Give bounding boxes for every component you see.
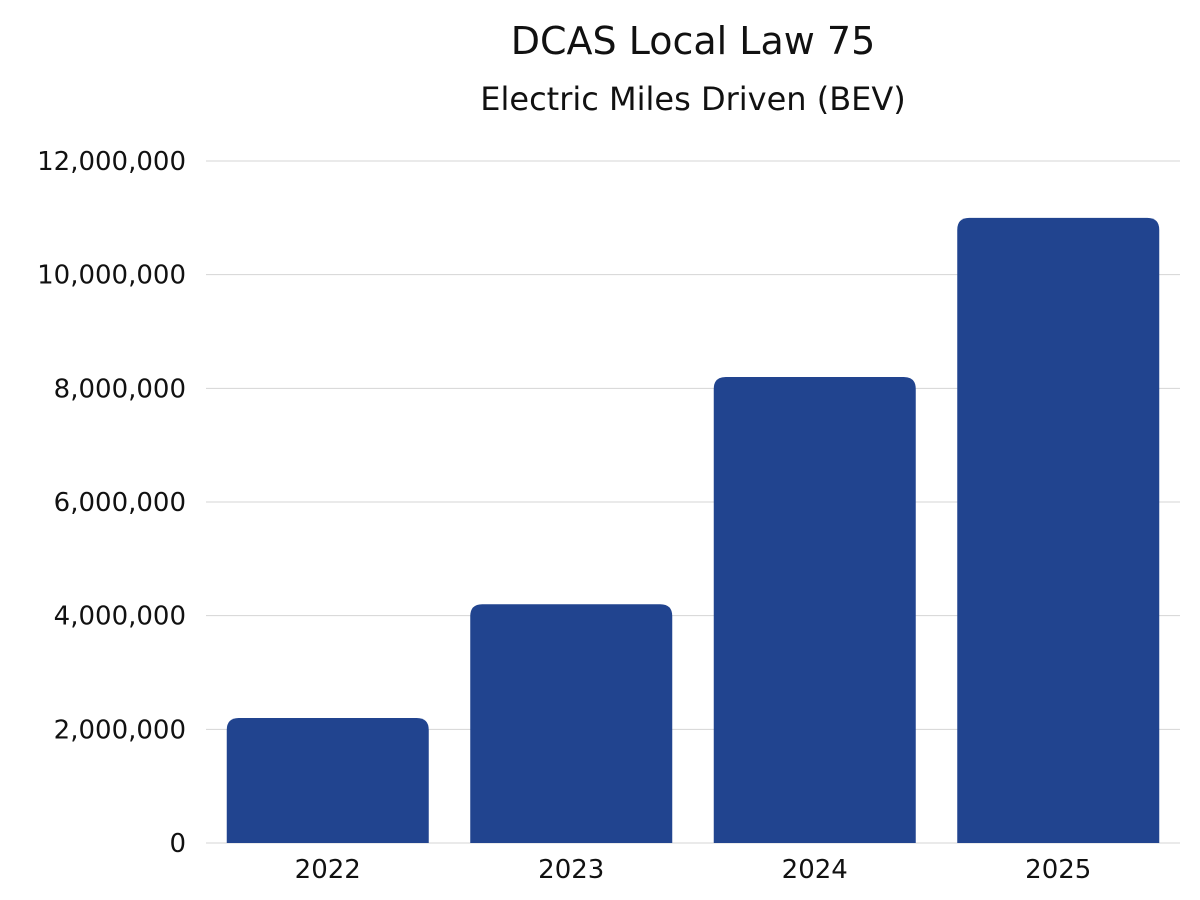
x-tick-label: 2022	[295, 855, 361, 885]
bars	[226, 217, 1160, 844]
y-tick-label: 6,000,000	[54, 488, 186, 518]
bar-2023	[470, 604, 673, 843]
bar-2022	[226, 717, 429, 843]
chart-subtitle: Electric Miles Driven (BEV)	[480, 80, 905, 118]
x-axis-ticks: 2022 2023 2024 2025	[295, 855, 1092, 885]
chart-title: DCAS Local Law 75	[511, 19, 876, 63]
y-tick-label: 12,000,000	[37, 147, 186, 177]
y-tick-label: 4,000,000	[54, 602, 186, 632]
y-tick-label: 10,000,000	[37, 261, 186, 291]
y-tick-label: 2,000,000	[54, 715, 186, 745]
x-tick-label: 2024	[782, 855, 848, 885]
y-tick-label: 0	[169, 829, 186, 859]
bar-2025	[957, 217, 1160, 844]
x-tick-label: 2025	[1025, 855, 1091, 885]
bar-2024	[713, 376, 916, 843]
x-tick-label: 2023	[538, 855, 604, 885]
y-tick-label: 8,000,000	[54, 374, 186, 404]
y-axis-ticks: 0 2,000,000 4,000,000 6,000,000 8,000,000 10,…	[37, 147, 186, 859]
